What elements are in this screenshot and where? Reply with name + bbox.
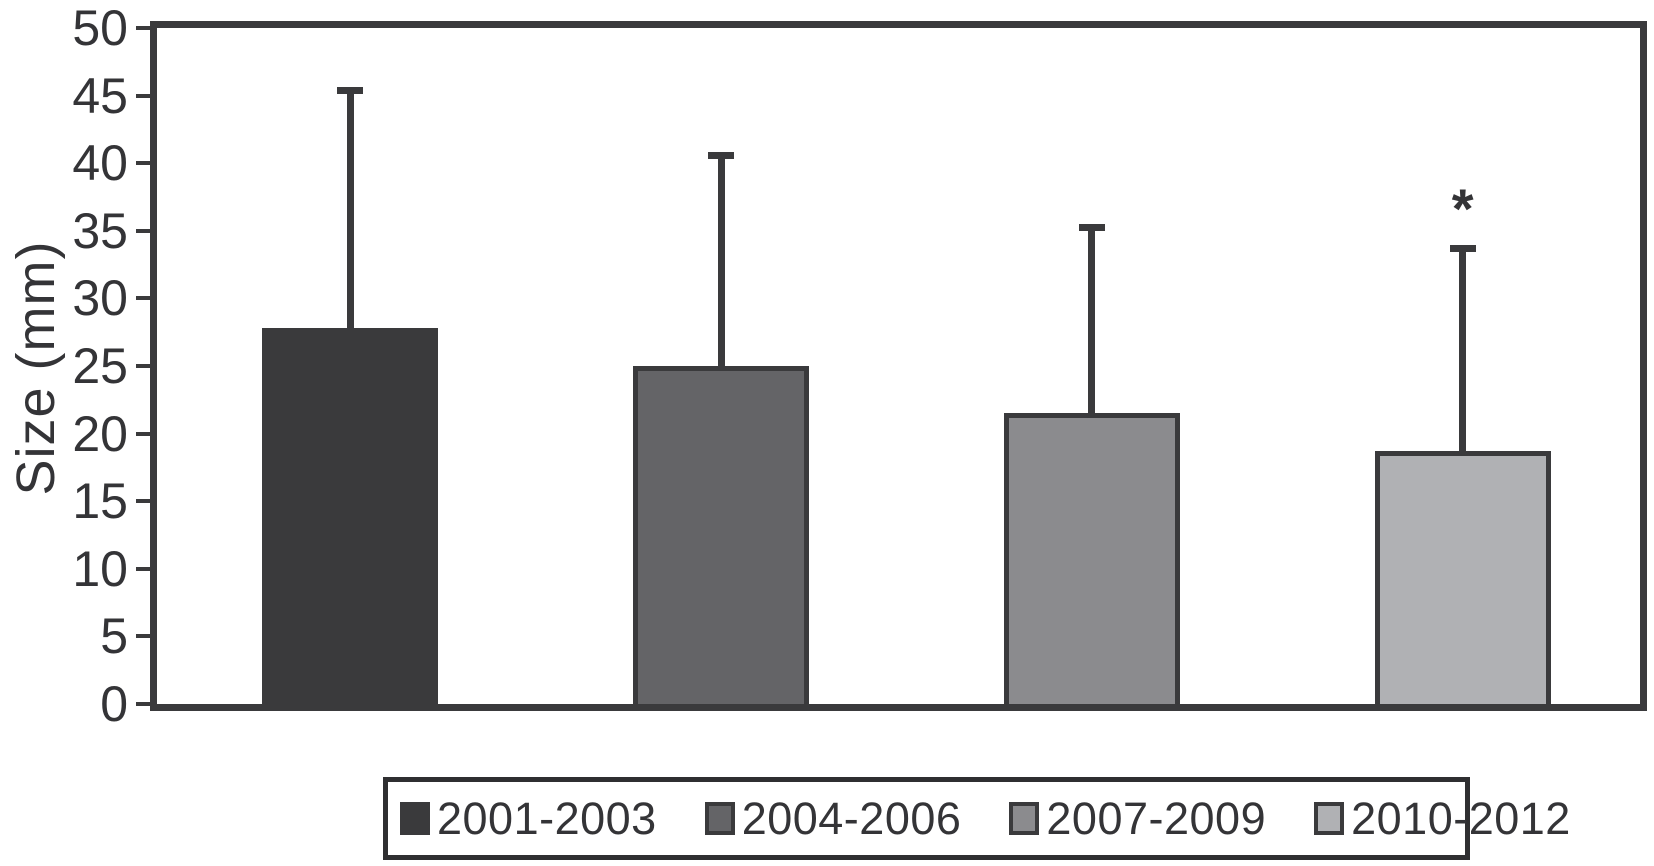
y-tick-label: 45 [72, 67, 128, 124]
significance-asterisk: * [1451, 177, 1474, 241]
legend-item: 2004-2006 [704, 792, 962, 845]
y-tick-label: 20 [72, 405, 128, 462]
error-bar [1459, 252, 1467, 462]
legend-label: 2007-2009 [1046, 792, 1267, 844]
legend-box: 2001-2003 2004-2006 2007-2009 2010-2012 [383, 777, 1570, 860]
error-bar-cap [1449, 245, 1476, 253]
y-tick-mark [136, 296, 150, 301]
error-bar-cap [337, 87, 364, 95]
y-tick-mark [136, 566, 150, 571]
error-bar-cap [1078, 223, 1105, 231]
y-tick-mark [136, 364, 150, 368]
bar-2007-2009 [1003, 413, 1180, 704]
legend-label: 2001-2003 [437, 792, 657, 844]
y-tick-mark [136, 161, 150, 166]
legend-item: 2007-2009 [1009, 793, 1266, 845]
y-tick-mark [136, 228, 150, 233]
y-tick-mark [136, 499, 150, 504]
y-tick-mark [136, 702, 150, 706]
error-bar [1088, 230, 1096, 424]
legend-label: 2004-2006 [741, 792, 962, 844]
y-tick-label: 25 [72, 338, 128, 394]
error-bar [346, 94, 354, 339]
y-tick-mark [136, 26, 150, 30]
legend-swatch [704, 802, 735, 835]
legend-item: 2010-2012 [1314, 793, 1571, 845]
y-tick-label: 35 [72, 202, 128, 259]
error-bar [717, 159, 725, 376]
legend-swatch [400, 802, 430, 835]
y-tick-label: 30 [72, 270, 128, 327]
plot-area: * [150, 21, 1647, 711]
legend-label: 2010-2012 [1351, 792, 1571, 844]
y-tick-mark [136, 431, 150, 436]
y-tick-label: 15 [72, 473, 128, 530]
y-tick-label: 40 [72, 135, 128, 192]
y-tick-label: 10 [72, 540, 128, 597]
y-tick-mark [136, 634, 150, 639]
legend-swatch [1009, 802, 1040, 835]
bar-2001-2003 [262, 328, 439, 704]
y-tick-label: 0 [100, 676, 128, 732]
legend-item: 2001-2003 [400, 793, 657, 845]
y-tick-label: 5 [100, 608, 128, 665]
error-bar-cap [708, 152, 735, 160]
legend-swatch [1314, 802, 1345, 835]
y-tick-label: 50 [72, 0, 128, 56]
y-axis: 0 5 10 15 20 25 30 35 40 45 50 [0, 2, 150, 730]
y-tick-mark [136, 93, 150, 98]
bar-2004-2006 [633, 366, 810, 704]
bar-2010-2012 [1374, 451, 1551, 704]
